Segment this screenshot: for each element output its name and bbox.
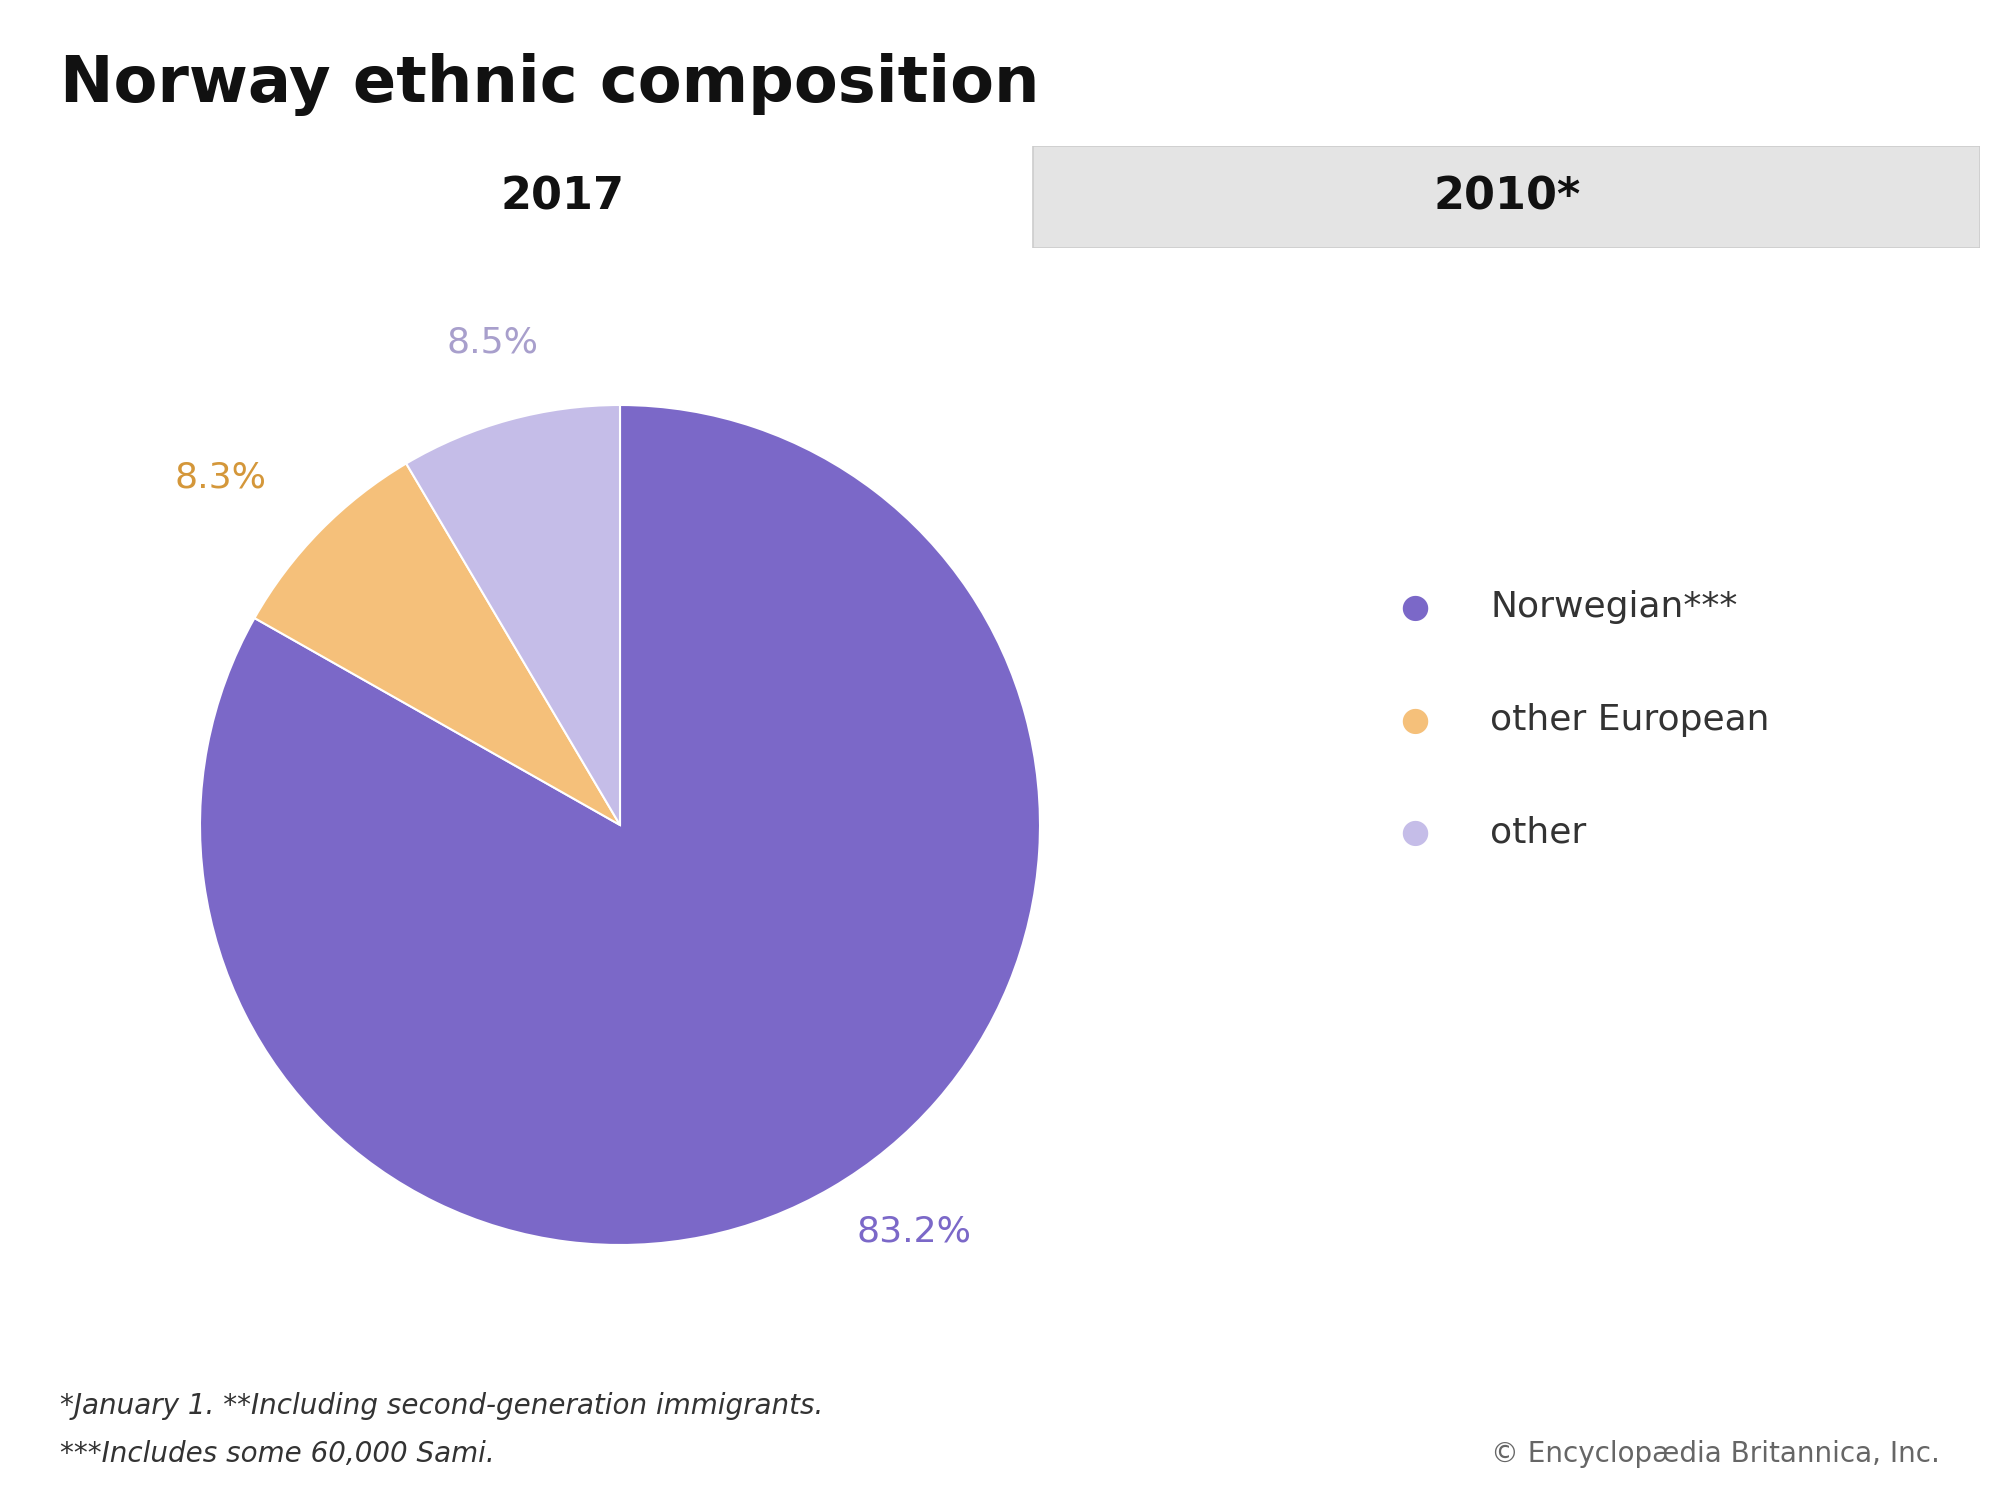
- Text: 2010*: 2010*: [1434, 176, 1582, 217]
- Text: other European: other European: [1490, 704, 1770, 736]
- Text: ●: ●: [1400, 704, 1430, 736]
- FancyBboxPatch shape: [52, 144, 1070, 249]
- Text: *January 1. **Including second-generation immigrants.: *January 1. **Including second-generatio…: [60, 1392, 824, 1420]
- Text: ***Includes some 60,000 Sami.: ***Includes some 60,000 Sami.: [60, 1440, 494, 1468]
- Bar: [1034, 146, 1980, 248]
- Text: 8.3%: 8.3%: [174, 460, 266, 495]
- Text: ●: ●: [1400, 816, 1430, 849]
- Text: other: other: [1490, 816, 1586, 849]
- Text: ●: ●: [1400, 591, 1430, 624]
- Text: 83.2%: 83.2%: [856, 1215, 972, 1248]
- Text: © Encyclopædia Britannica, Inc.: © Encyclopædia Britannica, Inc.: [1492, 1440, 1940, 1468]
- Wedge shape: [254, 464, 620, 825]
- Wedge shape: [406, 405, 620, 825]
- Text: Norwegian***: Norwegian***: [1490, 591, 1738, 624]
- Text: Norway ethnic composition: Norway ethnic composition: [60, 53, 1040, 116]
- Wedge shape: [200, 405, 1040, 1245]
- Text: 8.5%: 8.5%: [446, 326, 538, 358]
- Text: 2017: 2017: [500, 176, 624, 217]
